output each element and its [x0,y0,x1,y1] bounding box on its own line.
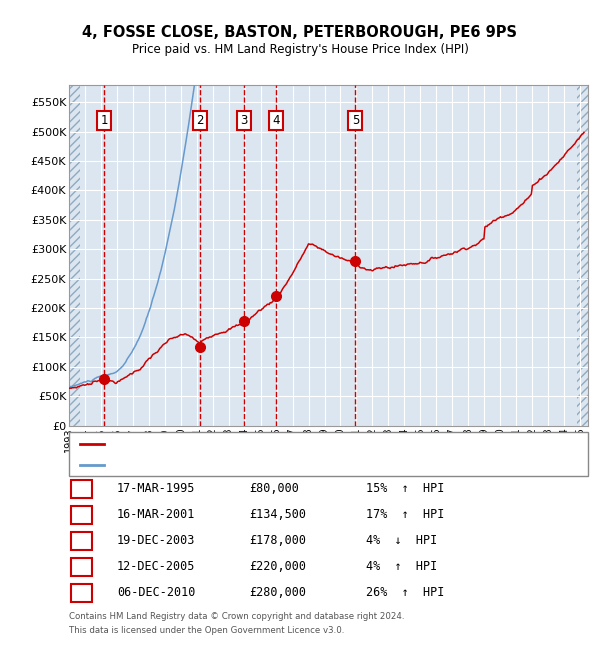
Text: 17%  ↑  HPI: 17% ↑ HPI [366,508,445,521]
Text: 17-MAR-1995: 17-MAR-1995 [117,482,196,495]
Text: £220,000: £220,000 [249,560,306,573]
Text: £80,000: £80,000 [249,482,299,495]
Text: This data is licensed under the Open Government Licence v3.0.: This data is licensed under the Open Gov… [69,626,344,635]
Text: £280,000: £280,000 [249,586,306,599]
Text: 1: 1 [101,114,108,127]
Text: 2: 2 [77,508,86,521]
Text: 2: 2 [196,114,204,127]
Text: 1: 1 [77,482,86,495]
Text: 12-DEC-2005: 12-DEC-2005 [117,560,196,573]
Text: £178,000: £178,000 [249,534,306,547]
Text: 16-MAR-2001: 16-MAR-2001 [117,508,196,521]
Text: Price paid vs. HM Land Registry's House Price Index (HPI): Price paid vs. HM Land Registry's House … [131,43,469,56]
Text: 15%  ↑  HPI: 15% ↑ HPI [366,482,445,495]
Text: Contains HM Land Registry data © Crown copyright and database right 2024.: Contains HM Land Registry data © Crown c… [69,612,404,621]
Text: 3: 3 [77,534,86,547]
Text: 26%  ↑  HPI: 26% ↑ HPI [366,586,445,599]
Text: 19-DEC-2003: 19-DEC-2003 [117,534,196,547]
Text: 3: 3 [241,114,248,127]
Text: 4, FOSSE CLOSE, BASTON, PETERBOROUGH, PE6 9PS: 4, FOSSE CLOSE, BASTON, PETERBOROUGH, PE… [83,25,517,40]
Text: 4: 4 [77,560,86,573]
Text: 4%  ↑  HPI: 4% ↑ HPI [366,560,437,573]
Text: 5: 5 [77,586,86,599]
Text: 5: 5 [352,114,359,127]
Text: 4%  ↓  HPI: 4% ↓ HPI [366,534,437,547]
Bar [577,84,588,426]
Text: £134,500: £134,500 [249,508,306,521]
Bar [69,84,80,426]
Text: 4: 4 [272,114,280,127]
Text: 4, FOSSE CLOSE, BASTON, PETERBOROUGH, PE6 9PS (detached house): 4, FOSSE CLOSE, BASTON, PETERBOROUGH, PE… [108,439,479,449]
Text: HPI: Average price, detached house, South Kesteven: HPI: Average price, detached house, Sout… [108,460,382,470]
Text: 06-DEC-2010: 06-DEC-2010 [117,586,196,599]
